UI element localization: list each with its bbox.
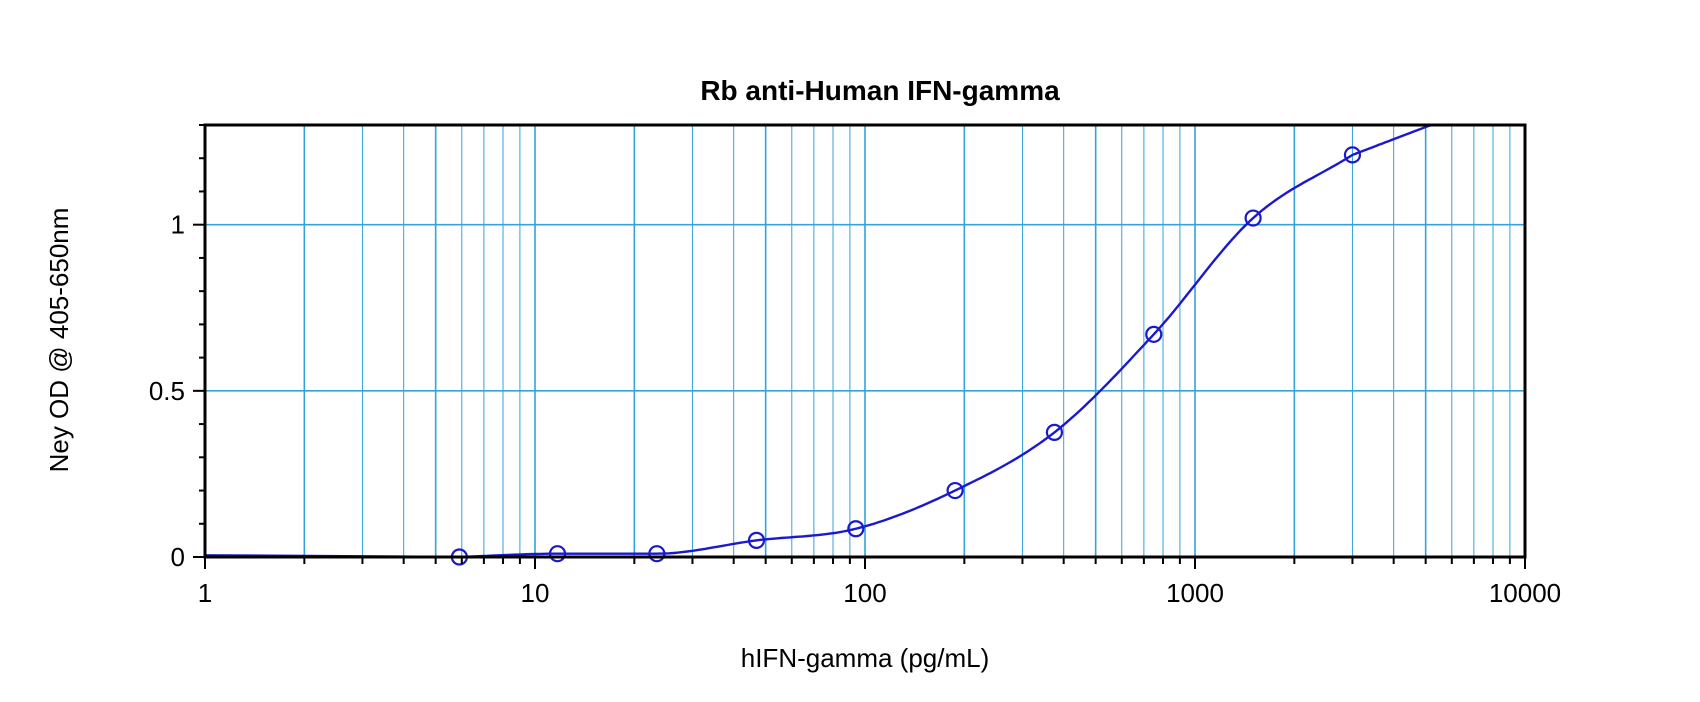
- x-tick-label: 10: [521, 578, 550, 608]
- data-point: [1045, 423, 1064, 441]
- fit-curve: [204, 123, 1433, 559]
- data-point: [548, 545, 567, 563]
- y-tick-labels: 00.51: [149, 210, 185, 572]
- y-tick-label: 0: [171, 542, 185, 572]
- data-points: [450, 146, 1362, 566]
- data-point: [1244, 209, 1262, 227]
- y-axis-label: Ney OD @ 405-650nm: [44, 208, 74, 473]
- x-tick-label: 1: [198, 578, 212, 608]
- data-point: [946, 481, 964, 500]
- data-point: [847, 520, 865, 538]
- x-tick-label: 100: [843, 578, 886, 608]
- x-axis-label: hIFN-gamma (pg/mL): [741, 643, 990, 673]
- fit-curve-layer: [204, 123, 1433, 559]
- data-point: [1343, 146, 1362, 164]
- axis-ticks: [193, 124, 1526, 569]
- x-tick-label: 1000: [1166, 578, 1224, 608]
- y-tick-label: 0.5: [149, 376, 185, 406]
- chart-title: Rb anti-Human IFN-gamma: [700, 75, 1060, 106]
- data-point: [648, 545, 666, 563]
- data-point: [1145, 325, 1163, 343]
- data-point: [747, 531, 766, 549]
- y-tick-label: 1: [171, 210, 185, 240]
- grid-lines: [205, 125, 1525, 557]
- x-tick-label: 10000: [1489, 578, 1561, 608]
- x-tick-labels: 1 10 100 1000 10000: [198, 578, 1561, 608]
